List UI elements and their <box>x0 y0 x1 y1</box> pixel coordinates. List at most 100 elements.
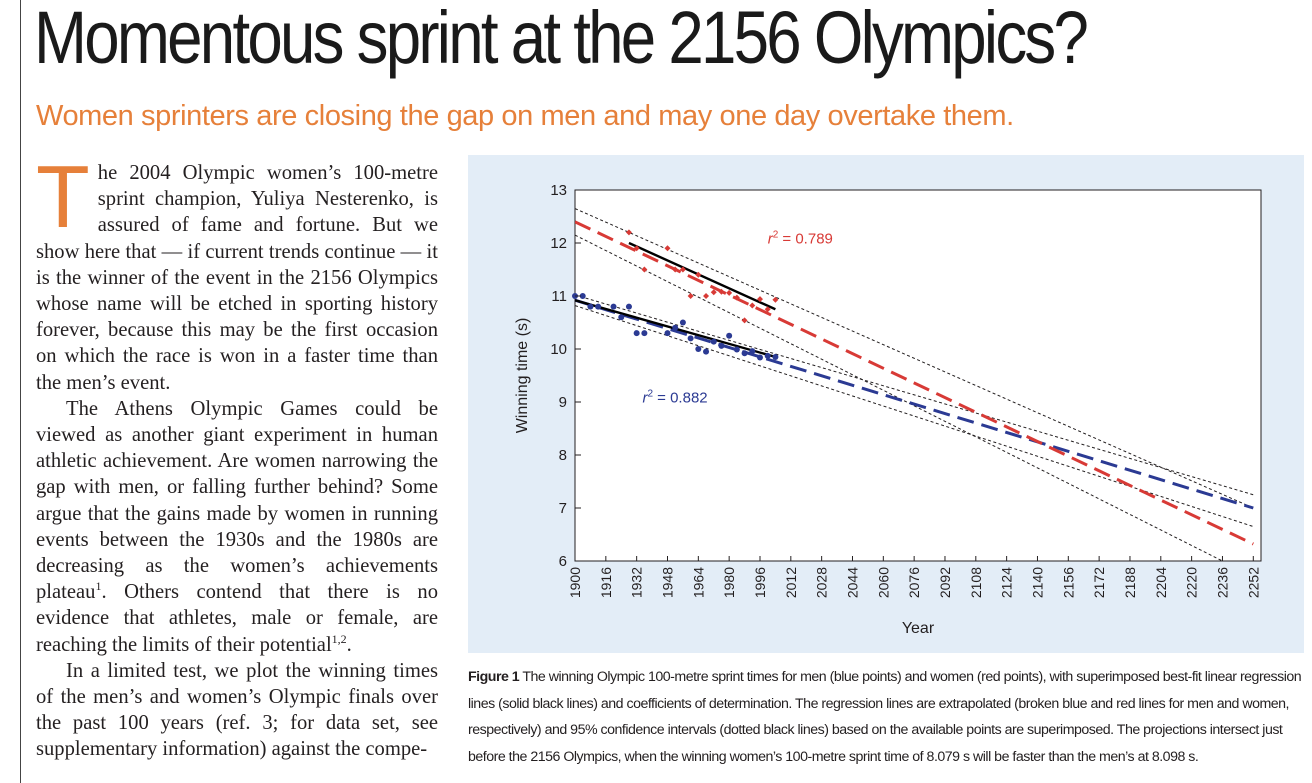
x-tick-label-7: 2012 <box>783 567 799 598</box>
x-tick-label-3: 1948 <box>659 567 675 598</box>
x-tick-label-21: 2236 <box>1214 567 1230 598</box>
figure-caption-label: Figure 1 <box>468 669 520 685</box>
data-point-0-1 <box>579 293 586 299</box>
x-tick-label-13: 2108 <box>968 567 984 598</box>
paragraph-2: The Athens Olympic Games could be viewed… <box>36 396 438 658</box>
y-tick-label-4: 10 <box>550 341 567 358</box>
data-point-0-17 <box>726 332 733 339</box>
extrapolation-line-0 <box>575 298 1254 510</box>
data-point-0-6 <box>625 303 632 310</box>
paragraph-2-text: The Athens Olympic Games could be viewed… <box>36 397 438 604</box>
figure-caption-text: The winning Olympic 100-metre sprint tim… <box>468 669 1302 765</box>
data-point-0-13 <box>695 346 702 352</box>
y-tick-label-2: 8 <box>559 447 567 464</box>
paragraph-2-end: . <box>346 633 352 656</box>
data-point-0-12 <box>687 335 694 342</box>
data-point-1-4 <box>672 266 679 273</box>
x-tick-label-22: 2252 <box>1245 567 1261 598</box>
confidence-interval-line-0-0 <box>575 294 1254 496</box>
regression-line-1 <box>628 241 776 311</box>
paragraph-2-mid: . Others contend that there is no eviden… <box>36 581 438 656</box>
article-headline: Momentous sprint at the 2156 Olympics? <box>34 0 1089 79</box>
y-tick-label-7: 13 <box>550 182 567 199</box>
data-point-1-3 <box>664 245 671 252</box>
data-point-0-19 <box>741 350 748 357</box>
x-tick-label-17: 2172 <box>1091 567 1107 598</box>
data-point-1-14 <box>749 302 756 309</box>
margin-rule <box>20 0 21 783</box>
data-point-0-10 <box>672 324 679 331</box>
x-axis-label: Year <box>902 620 935 637</box>
data-point-1-7 <box>695 271 702 278</box>
x-tick-label-1: 1916 <box>598 567 614 598</box>
x-tick-label-11: 2076 <box>906 567 922 598</box>
x-tick-label-4: 1964 <box>690 567 706 598</box>
r-squared-label-0: r2 = 0.882 <box>642 389 707 407</box>
article-subhead: Women sprinters are closing the gap on m… <box>36 100 1014 132</box>
reference-1[interactable]: 1 <box>95 579 102 594</box>
r-squared-label-1: r2 = 0.789 <box>768 230 833 248</box>
x-tick-label-6: 1996 <box>752 567 768 598</box>
data-point-0-20 <box>749 348 756 355</box>
y-axis-label: Winning time (s) <box>514 318 531 434</box>
data-point-1-10 <box>718 288 725 295</box>
x-tick-label-14: 2124 <box>999 567 1015 598</box>
data-point-0-7 <box>633 330 640 337</box>
sprint-times-chart: r2 = 0.882 r2 = 0.789 6 7 8 9 10 11 12 13 1900 1916… <box>514 182 1262 637</box>
extrapolation-line-1 <box>575 220 1254 546</box>
confidence-interval-line-1-0 <box>575 208 1254 509</box>
x-tick-label-19: 2204 <box>1153 567 1169 598</box>
data-point-0-11 <box>679 319 686 326</box>
data-point-0-8 <box>641 330 648 337</box>
x-tick-label-10: 2060 <box>875 567 891 598</box>
paragraph-3-text: In a limited test, we plot the winning t… <box>36 659 438 761</box>
paragraph-3: In a limited test, we plot the winning t… <box>36 658 438 763</box>
x-tick-label-2: 1932 <box>629 567 645 598</box>
y-tick-label-0: 6 <box>559 553 567 570</box>
data-point-1-16 <box>764 306 771 313</box>
x-tick-label-0: 1900 <box>567 567 583 598</box>
data-point-0-9 <box>664 330 671 337</box>
data-point-0-23 <box>772 353 779 360</box>
data-point-0-18 <box>733 346 740 353</box>
figure-panel: r2 = 0.882 r2 = 0.789 6 7 8 9 10 11 12 13 1900 1916… <box>468 155 1304 653</box>
data-point-1-9 <box>710 289 717 296</box>
data-point-1-8 <box>703 293 710 299</box>
data-point-0-4 <box>610 303 617 310</box>
y-tick-label-5: 11 <box>551 288 567 305</box>
data-point-1-5 <box>679 266 686 273</box>
data-point-0-22 <box>764 352 771 359</box>
data-point-0-14 <box>703 348 710 355</box>
data-point-1-12 <box>733 294 740 301</box>
x-tick-label-18: 2188 <box>1122 567 1138 598</box>
data-point-1-15 <box>756 296 763 303</box>
x-tick-label-9: 2044 <box>844 567 860 598</box>
drop-cap: T <box>36 147 90 246</box>
y-tick-label-3: 9 <box>559 394 567 411</box>
data-point-0-15 <box>710 338 717 345</box>
data-point-1-1 <box>633 245 640 252</box>
x-tick-label-12: 2092 <box>937 567 953 598</box>
x-tick-label-16: 2156 <box>1060 567 1076 598</box>
data-point-1-11 <box>726 289 733 296</box>
x-tick-label-15: 2140 <box>1029 567 1045 598</box>
paragraph-1-text: he 2004 Olympic women’s 100-metre sprint… <box>36 162 438 394</box>
chart-lines <box>575 208 1254 561</box>
data-point-1-13 <box>741 317 748 324</box>
data-point-0-2 <box>587 303 594 310</box>
data-point-0-5 <box>618 314 625 321</box>
data-point-1-17 <box>772 296 779 303</box>
data-point-0-3 <box>595 303 602 310</box>
y-tick-label-6: 12 <box>550 235 567 252</box>
figure-caption: Figure 1 The winning Olympic 100-metre s… <box>468 664 1306 770</box>
plot-area <box>574 189 1262 562</box>
data-point-1-6 <box>687 293 694 299</box>
x-tick-label-5: 1980 <box>721 567 737 598</box>
reference-1-2[interactable]: 1,2 <box>331 631 347 646</box>
data-point-1-2 <box>641 266 648 273</box>
data-point-0-16 <box>718 342 725 349</box>
data-point-0-21 <box>756 354 763 361</box>
y-tick-label-1: 7 <box>559 500 567 517</box>
